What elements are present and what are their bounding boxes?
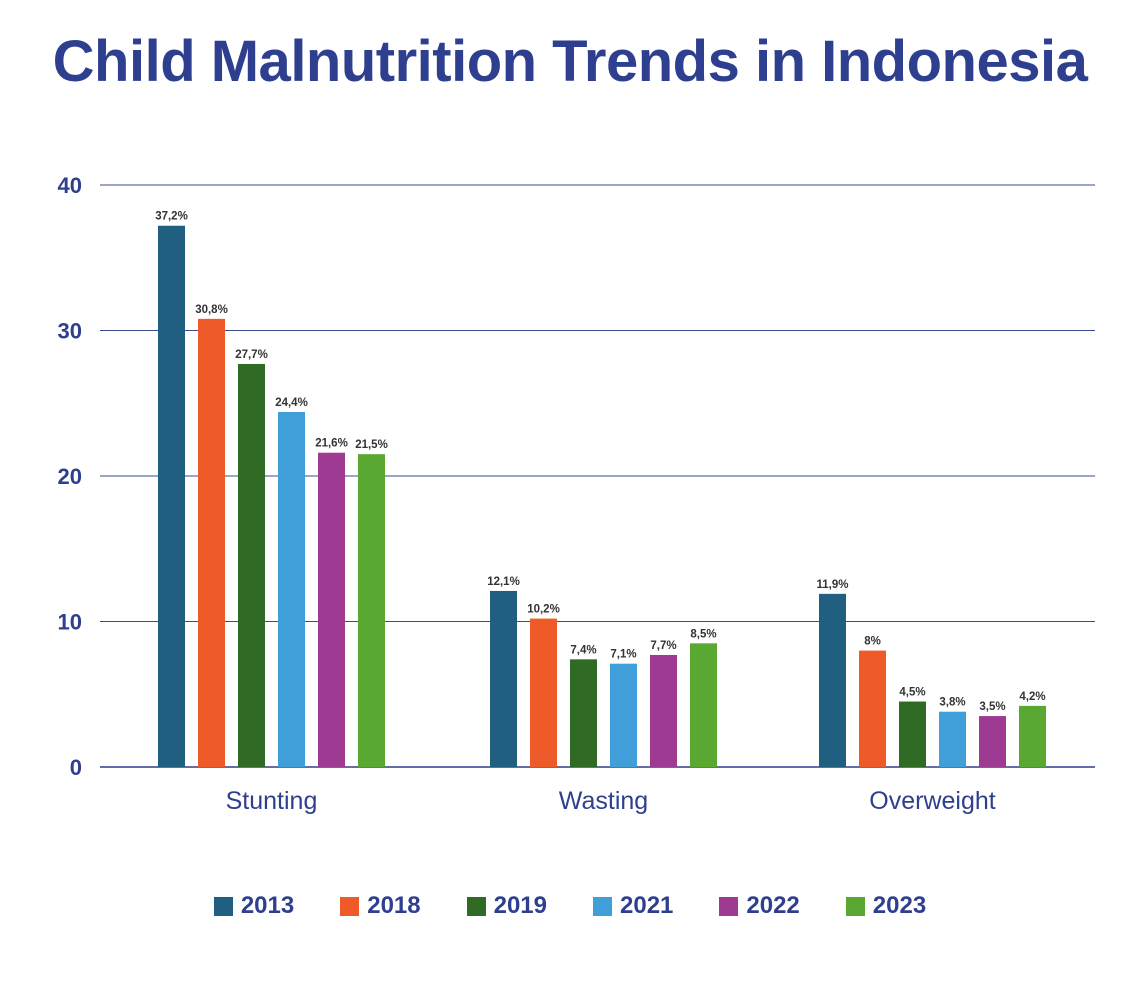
- bar-stunting-2021: [278, 411, 305, 767]
- bar-wasting-2013: [490, 590, 517, 767]
- data-label: 37,2%: [155, 211, 188, 223]
- data-label: 21,6%: [315, 438, 348, 450]
- legend-item-2013: 2013: [213, 892, 295, 920]
- bar-wasting-2019: [570, 659, 597, 767]
- y-tick-label: 20: [58, 464, 82, 489]
- legend-swatch: [466, 896, 486, 916]
- data-label: 3,8%: [939, 697, 965, 709]
- data-label: 27,7%: [235, 349, 268, 361]
- legend-label: 2018: [367, 892, 421, 919]
- legend-swatch: [845, 896, 865, 916]
- y-tick-label: 10: [58, 610, 82, 635]
- bar-stunting-2018: [198, 318, 225, 767]
- legend-swatch: [719, 896, 739, 916]
- legend-item-2023: 2023: [845, 892, 927, 920]
- bar-overweight-2018: [859, 650, 886, 767]
- legend-label: 2021: [620, 892, 674, 919]
- bar-wasting-2023: [690, 643, 717, 767]
- bars: [158, 225, 1046, 768]
- bar-chart: 37,2% 30,8% 27,7% 24,4% 21,6% 21,5% 12,1% 10,2%…: [58, 173, 1095, 815]
- bar-stunting-2013: [158, 225, 185, 768]
- x-tick-label-overweight: Overweight: [869, 787, 995, 815]
- data-label: 8,5%: [690, 628, 716, 640]
- data-label: 30,8%: [195, 304, 228, 316]
- data-label: 21,5%: [355, 439, 388, 451]
- y-tick-label: 30: [58, 319, 82, 344]
- data-label: 4,5%: [899, 687, 925, 699]
- legend-swatch: [213, 896, 233, 916]
- data-label: 3,5%: [979, 701, 1005, 713]
- legend-item-2018: 2018: [340, 892, 421, 920]
- data-label: 7,1%: [610, 649, 636, 661]
- legend-label: 2019: [493, 892, 547, 919]
- bar-overweight-2019: [899, 701, 926, 767]
- bar-overweight-2022: [979, 716, 1006, 767]
- bar-overweight-2021: [939, 711, 966, 767]
- x-tick-label-stunting: Stunting: [226, 787, 318, 815]
- bar-stunting-2023: [358, 454, 385, 767]
- data-label: 24,4%: [275, 397, 308, 409]
- data-label: 11,9%: [817, 579, 849, 591]
- data-label: 8%: [864, 636, 881, 648]
- x-tick-label-wasting: Wasting: [559, 787, 648, 815]
- data-labels: 37,2% 30,8% 27,7% 24,4% 21,6% 21,5% 12,1% 10,2%…: [155, 211, 1045, 713]
- bar-wasting-2022: [650, 654, 677, 767]
- bar-wasting-2018: [530, 618, 557, 767]
- y-tick-label: 40: [58, 173, 82, 198]
- bar-wasting-2021: [610, 663, 637, 767]
- y-tick-label: 0: [70, 755, 82, 780]
- data-label: 7,7%: [650, 640, 676, 652]
- legend-label: 2022: [746, 892, 800, 919]
- legend-swatch: [593, 896, 612, 916]
- bar-overweight-2013: [819, 593, 846, 767]
- data-label: 12,1%: [487, 576, 520, 588]
- chart-title: Child Malnutrition Trends in Indonesia: [52, 29, 1088, 94]
- legend: 2013 2018 2019 2021 2022 2023: [0, 892, 1140, 920]
- axes: 0 10 20 30 40 Stunting Wasting Overweight: [58, 173, 996, 815]
- bar-stunting-2019: [238, 363, 265, 767]
- data-label: 7,4%: [570, 644, 596, 656]
- data-label: 4,2%: [1019, 691, 1045, 703]
- legend-swatch: [340, 896, 360, 916]
- bar-overweight-2023: [1019, 705, 1046, 767]
- legend-label: 2013: [240, 892, 295, 919]
- legend-item-2022: 2022: [719, 892, 800, 920]
- data-label: 10,2%: [527, 604, 560, 616]
- legend-item-2019: 2019: [466, 892, 547, 920]
- legend-item-2021: 2021: [593, 892, 673, 920]
- bar-stunting-2022: [318, 452, 345, 767]
- gridlines: [100, 184, 1095, 768]
- legend-label: 2023: [872, 892, 927, 919]
